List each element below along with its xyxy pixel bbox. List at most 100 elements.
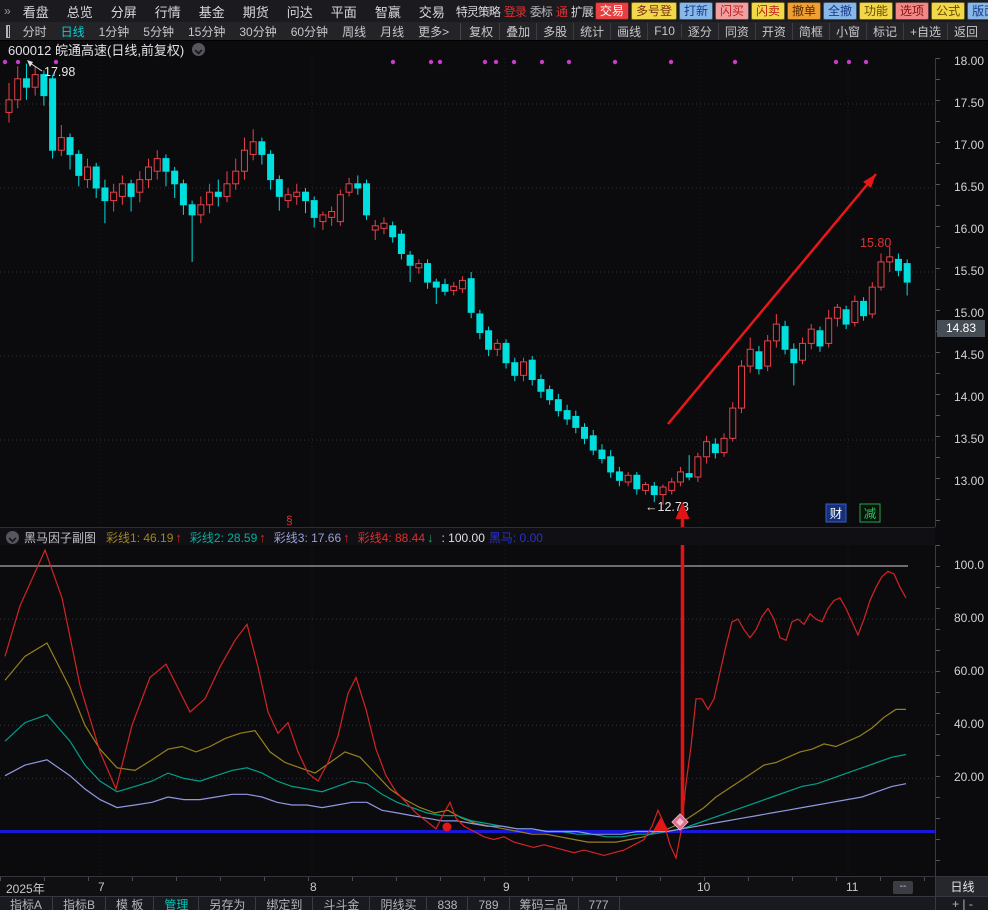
statusbar-item-4[interactable]: 另存为 — [199, 897, 257, 910]
indicator-chart[interactable] — [0, 545, 935, 876]
indicator-tick-1: 80.00 — [953, 611, 984, 626]
stock-title: 600012 皖通高速(日线,前复权) — [8, 42, 185, 58]
chart-tool-13[interactable]: 返回 — [953, 24, 978, 39]
statusbar-item-6[interactable]: 斗斗金 — [313, 897, 371, 910]
menu-button-0[interactable]: 交易 — [594, 2, 629, 20]
chart-tool-8[interactable]: 开资 — [756, 22, 793, 40]
period-tab-7[interactable]: 周线 — [342, 24, 367, 39]
menu-button-6[interactable]: 全撤 — [823, 2, 858, 20]
chart-tool-1[interactable]: 叠加 — [500, 22, 538, 40]
indicator-name: 黑马因子副图 — [24, 530, 97, 545]
chart-tool-6[interactable]: 逐分 — [682, 22, 719, 40]
menu-button-8[interactable]: 选项 — [895, 2, 930, 20]
period-tab-9[interactable]: 更多> — [418, 24, 450, 39]
statusbar-item-10[interactable]: 筹码三品 — [510, 897, 579, 910]
collapse-subchart-icon[interactable] — [6, 530, 19, 544]
legend-arrow-3: ↓ — [427, 529, 434, 545]
legend-arrow-1: ↑ — [259, 529, 266, 545]
indicator-statusbar: 指标A 指标B 模 板管理 另存为 绑定到 斗斗金 阴线买 838 789 筹码三品 777 — [0, 896, 935, 910]
subchart-header: 黑马因子副图 彩线1: 46.19 ↑ 彩线2: 28.59 ↑ 彩线3: 17.66 ↑… — [0, 527, 935, 546]
price-tick-8: 14.00 — [953, 390, 984, 404]
menu-button-5[interactable]: 撤单 — [787, 2, 822, 20]
menu-item-7[interactable]: 平面 — [330, 4, 357, 20]
menu-item-1[interactable]: 总览 — [66, 4, 93, 20]
statusbar-item-3[interactable]: 管理 — [154, 897, 200, 910]
menu-button-10[interactable]: 版面 — [967, 2, 988, 20]
period-toolbar: 分时 日线 1分钟 5分钟 15分钟 30分钟 60分钟 周线 月线 更多> 复权 叠加 多股 统计 画线… — [0, 22, 988, 41]
statusbar-item-1[interactable]: 指标B — [53, 897, 107, 910]
menu-trail-item-3[interactable]: 通 — [555, 4, 568, 19]
period-tab-2[interactable]: 1分钟 — [98, 24, 130, 39]
legend-value-5: 黑马: 0.00 — [488, 530, 543, 545]
period-tab-4[interactable]: 15分钟 — [187, 24, 226, 39]
period-tab-5[interactable]: 30分钟 — [239, 24, 277, 39]
menu-button-1[interactable]: 多号登 — [630, 2, 677, 20]
menu-item-9[interactable]: 交易 — [418, 4, 445, 20]
statusbar-item-8[interactable]: 838 — [427, 897, 469, 910]
menu-item-0[interactable]: 看盘 — [22, 4, 49, 20]
menu-item-4[interactable]: 基金 — [198, 4, 225, 20]
menu-trail-item-2[interactable]: 委标 — [529, 4, 553, 19]
chart-tool-9[interactable]: 简框 — [793, 22, 830, 40]
legend-value-0: 彩线1: 46.19 — [106, 530, 174, 545]
chart-tool-2[interactable]: 多股 — [537, 22, 575, 40]
legend-value-2: 彩线3: 17.66 — [273, 530, 342, 545]
period-tab-1[interactable]: 日线 — [60, 24, 85, 39]
indicator-canvas[interactable] — [0, 545, 935, 876]
price-tick-2: 17.00 — [953, 138, 984, 152]
menu-button-4[interactable]: 闪卖 — [750, 2, 785, 20]
statusbar-item-2[interactable]: 模 板 — [106, 897, 155, 910]
menu-item-6[interactable]: 问达 — [286, 4, 313, 20]
menu-item-5[interactable]: 期货 — [242, 4, 269, 20]
statusbar-item-5[interactable]: 绑定到 — [256, 897, 314, 910]
menu-trail-item-0[interactable]: 特灵策略 — [455, 4, 501, 19]
scrollbar-handle[interactable]: -- — [893, 881, 913, 894]
kline-chart[interactable]: 17.98 15.80 ←12.73 财 减 § — [0, 58, 935, 527]
stock-titlebar: 600012 皖通高速(日线,前复权) — [0, 40, 935, 58]
period-tab-0[interactable]: 分时 — [22, 24, 47, 39]
period-tab-6[interactable]: 60分钟 — [290, 24, 329, 39]
menu-button-3[interactable]: 闪买 — [714, 2, 749, 20]
zoom-controls[interactable]: + | - — [935, 896, 988, 910]
svg-text:财: 财 — [830, 507, 843, 521]
statusbar-item-11[interactable]: 777 — [579, 897, 620, 910]
period-tab-3[interactable]: 5分钟 — [143, 24, 174, 39]
menu-button-9[interactable]: 公式 — [931, 2, 966, 20]
window-collapse-icon[interactable]: » — [4, 4, 11, 18]
chevron-down-icon[interactable] — [192, 42, 206, 56]
chart-tool-3[interactable]: 统计 — [574, 22, 612, 40]
chart-tool-12[interactable]: +自选 — [904, 22, 948, 40]
time-axis: -- 2025年 7 8 9 10 11 — [0, 876, 935, 897]
menu-item-2[interactable]: 分屏 — [110, 4, 137, 20]
chart-tool-10[interactable]: 小窗 — [830, 22, 867, 40]
chart-tool-5[interactable]: F10 — [648, 24, 682, 38]
price-tick-1: 17.50 — [953, 96, 984, 110]
menu-item-8[interactable]: 智赢 — [374, 4, 401, 20]
price-tick-10: 13.00 — [953, 474, 984, 488]
menu-trail-item-4[interactable]: 扩展 — [570, 4, 594, 19]
menu-trail-item-1[interactable]: 登录 — [503, 4, 527, 19]
time-label-5: 11 — [846, 880, 859, 894]
indicator-tick-4: 20.00 — [953, 770, 984, 785]
menu-item-3[interactable]: 行情 — [154, 4, 181, 20]
menu-button-2[interactable]: 打新 — [678, 2, 713, 20]
chart-tool-0[interactable]: 复权 — [463, 22, 501, 40]
statusbar-item-0[interactable]: 指标A — [0, 897, 54, 910]
menu-items: 看盘 总览 分屏 行情 基金 期货 问达 平面 智赢 交易 — [14, 2, 454, 21]
period-tab-8[interactable]: 月线 — [380, 24, 405, 39]
svg-text:←12.73: ←12.73 — [645, 500, 689, 514]
split-window-icon[interactable] — [6, 24, 10, 38]
menu-button-7[interactable]: 功能 — [859, 2, 894, 20]
time-label-1: 7 — [98, 880, 105, 894]
price-tick-9: 13.50 — [953, 432, 984, 446]
chart-tool-4[interactable]: 画线 — [611, 22, 649, 40]
chart-tool-7[interactable]: 同资 — [719, 22, 756, 40]
statusbar-item-7[interactable]: 阴线买 — [370, 897, 428, 910]
indicator-tick-2: 60.00 — [953, 664, 984, 679]
indicator-axis: 100.0 80.00 60.00 40.00 20.00 — [935, 545, 988, 876]
statusbar-item-9[interactable]: 789 — [468, 897, 510, 910]
indicator-tick-0: 100.0 — [953, 558, 984, 572]
period-tabs: 分时 日线 1分钟 5分钟 15分钟 30分钟 60分钟 周线 月线 更多> — [16, 22, 462, 40]
kline-canvas[interactable]: 17.98 15.80 ←12.73 财 减 § — [0, 58, 935, 527]
chart-tool-11[interactable]: 标记 — [867, 22, 904, 40]
